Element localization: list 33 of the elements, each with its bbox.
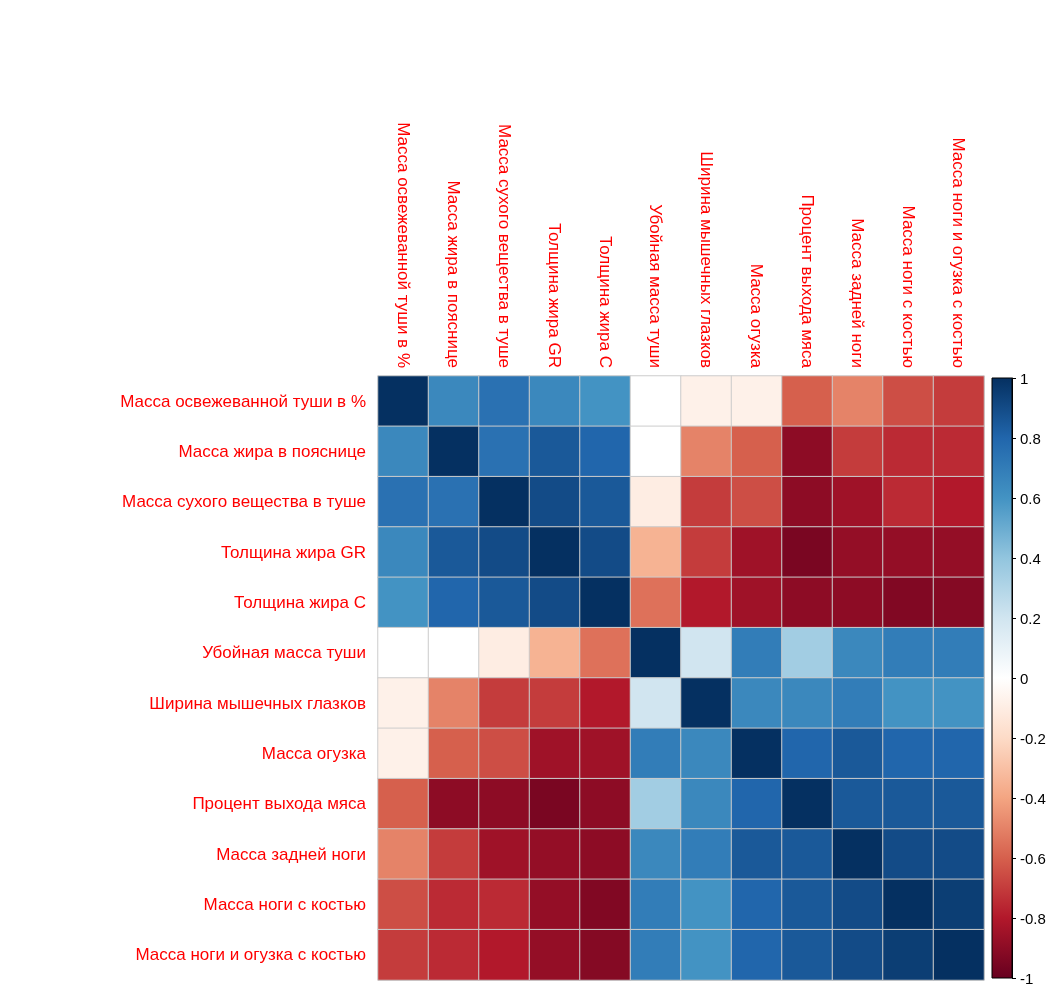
y-tick-label: Масса сухого вещества в туше — [122, 492, 366, 512]
x-tick-label: Процент выхода мяса — [797, 194, 817, 369]
x-tick-label: Ширина мышечных глазков — [696, 151, 716, 368]
color-bar-label: -0.6 — [1020, 849, 1046, 867]
color-bar-label: 0 — [1020, 669, 1029, 687]
y-tick-label: Убойная масса туши — [202, 643, 366, 663]
y-tick-label: Ширина мышечных глазков — [149, 693, 366, 713]
x-tick-label: Масса ноги и огузка с костью — [949, 137, 969, 369]
y-tick-label: Масса огузка — [261, 744, 367, 763]
y-tick-label: Процент выхода мяса — [192, 794, 367, 814]
color-bar-label: 0.6 — [1020, 489, 1041, 507]
color-bar-label: 1 — [1020, 369, 1029, 387]
color-bar-label: -1 — [1020, 969, 1034, 986]
x-tick-label: Масса задней ноги — [848, 218, 868, 368]
color-bar-label: 0.4 — [1020, 549, 1041, 567]
y-tick-label: Масса ноги и огузка с костью — [135, 945, 367, 965]
x-tick-label: Масса сухого вещества в туше — [494, 124, 514, 368]
x-tick-label: Толщина жира C — [595, 236, 615, 368]
x-tick-label: Масса ноги с костью — [898, 205, 918, 369]
x-tick-label: Толщина жира GR — [545, 222, 565, 368]
y-tick-label: Масса жира в пояснице — [178, 442, 366, 461]
color-bar-label: 0.8 — [1020, 429, 1041, 447]
y-tick-label: Масса задней ноги — [216, 844, 366, 864]
color-bar-label: -0.4 — [1020, 789, 1046, 807]
y-tick-label: Толщина жира C — [234, 593, 366, 612]
color-bar-label: -0.2 — [1020, 729, 1046, 747]
color-bar-label: -0.8 — [1020, 909, 1046, 927]
x-tick-label: Масса огузка — [747, 263, 767, 369]
y-tick-label: Масса освежеванной туши в % — [120, 391, 366, 411]
y-tick-label: Масса ноги с костью — [203, 895, 367, 914]
y-tick-label: Толщина жира GR — [220, 542, 366, 562]
x-tick-label: Убойная масса туши — [646, 204, 666, 368]
color-bar-label: 0.2 — [1020, 609, 1041, 627]
